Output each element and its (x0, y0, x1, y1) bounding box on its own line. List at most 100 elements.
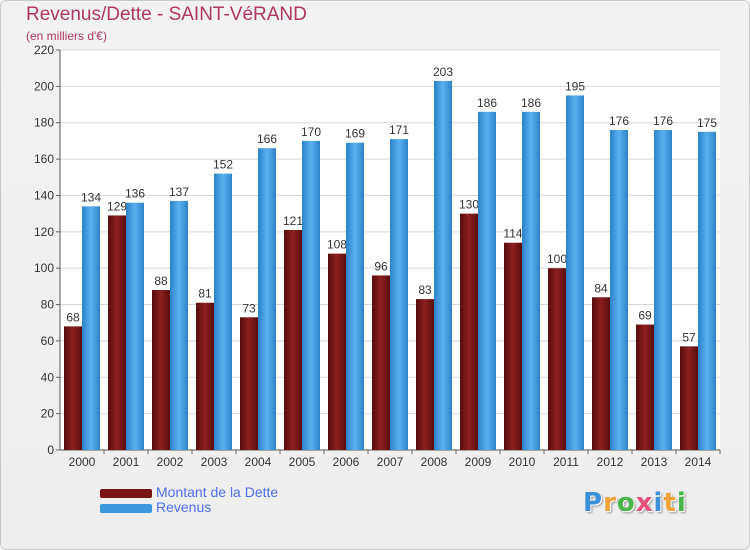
bar-dette (548, 268, 566, 450)
y-tick-label: 140 (34, 188, 54, 202)
x-tick-label: 2002 (157, 455, 184, 469)
logo-letter: x (635, 488, 654, 518)
bar-dette (372, 275, 390, 450)
x-tick-label: 2011 (553, 455, 579, 469)
bar-dette (240, 317, 258, 450)
data-label-dette: 130 (459, 198, 479, 212)
x-tick-label: 2014 (685, 455, 712, 469)
data-label-revenus: 137 (169, 185, 189, 199)
y-tick-label: 200 (34, 79, 54, 93)
bar-dette (636, 324, 654, 450)
bar-revenus (346, 142, 364, 450)
legend-item-dette: Montant de la Dette (100, 484, 400, 501)
data-label-revenus: 195 (565, 79, 585, 93)
legend: Montant de la Dette Revenus (100, 484, 400, 516)
bar-dette (108, 215, 126, 450)
legend-item-revenus: Revenus (100, 499, 400, 516)
bar-dette (152, 290, 170, 450)
x-tick-label: 2010 (509, 455, 536, 469)
bar-dette (328, 253, 346, 450)
chart-subtitle: (en milliers d'€) (26, 29, 107, 43)
bar-revenus (654, 130, 672, 450)
chart-title: Revenus/Dette - SAINT-VéRAND (26, 4, 307, 25)
x-tick-label: 2003 (201, 455, 228, 469)
y-tick-label: 160 (34, 152, 54, 166)
data-label-dette: 69 (638, 309, 652, 323)
x-tick-label: 2013 (641, 455, 668, 469)
y-tick-label: 0 (47, 443, 54, 457)
data-label-revenus: 170 (301, 125, 321, 139)
bar-revenus (214, 173, 232, 451)
bar-revenus (390, 139, 408, 450)
logo-letter: i (676, 488, 687, 518)
y-tick-label: 100 (34, 261, 54, 275)
legend-label-revenus: Revenus (156, 499, 212, 515)
x-tick-label: 2006 (333, 455, 360, 469)
data-label-revenus: 186 (477, 96, 497, 110)
x-tick-label: 2007 (377, 455, 404, 469)
data-label-revenus: 152 (213, 158, 233, 172)
y-tick-label: 180 (34, 116, 54, 130)
bar-revenus (82, 206, 100, 450)
x-tick-label: 2012 (597, 455, 624, 469)
legend-label-dette: Montant de la Dette (156, 484, 279, 500)
logo-letter: o (616, 488, 636, 518)
logo-letter: r (603, 488, 617, 518)
data-label-dette: 96 (374, 259, 388, 273)
data-label-revenus: 171 (389, 123, 409, 137)
data-label-revenus: 136 (125, 187, 145, 201)
bar-dette (196, 302, 214, 450)
bar-revenus (126, 202, 144, 450)
bar-dette (504, 242, 522, 450)
data-label-dette: 88 (154, 274, 168, 288)
x-tick-label: 2005 (289, 455, 316, 469)
data-label-revenus: 134 (81, 190, 101, 204)
bar-revenus (258, 148, 276, 450)
data-label-dette: 73 (242, 301, 256, 315)
data-label-dette: 129 (107, 199, 127, 213)
bar-revenus (478, 111, 496, 451)
logo-letter: i (653, 488, 664, 518)
data-label-dette: 100 (547, 252, 567, 266)
bar-dette (64, 326, 82, 450)
y-tick-label: 60 (41, 334, 55, 348)
x-tick-label: 2009 (465, 455, 492, 469)
data-label-revenus: 169 (345, 127, 365, 141)
y-tick-label: 20 (41, 407, 55, 421)
legend-swatch-revenus (100, 504, 152, 513)
data-label-revenus: 175 (697, 116, 717, 130)
bar-revenus (434, 80, 452, 450)
data-label-revenus: 186 (521, 96, 541, 110)
bar-dette (592, 297, 610, 450)
x-tick-label: 2004 (245, 455, 272, 469)
data-label-dette: 121 (283, 214, 303, 228)
bar-revenus (610, 130, 628, 450)
data-label-dette: 57 (682, 330, 696, 344)
bar-revenus (698, 131, 716, 450)
y-tick-label: 120 (34, 225, 54, 239)
data-label-revenus: 203 (433, 65, 453, 79)
bar-revenus (566, 95, 584, 451)
data-label-dette: 68 (66, 310, 80, 324)
data-label-revenus: 176 (609, 114, 629, 128)
proxiti-logo: Proxiti (583, 488, 687, 518)
bar-dette (460, 213, 478, 450)
data-label-dette: 108 (327, 238, 347, 252)
legend-swatch-dette (100, 489, 152, 498)
data-label-dette: 83 (418, 283, 432, 297)
logo-letter: t (663, 488, 677, 518)
x-tick-label: 2000 (69, 455, 96, 469)
bar-dette (680, 346, 698, 450)
x-tick-label: 2001 (113, 455, 140, 469)
bar-revenus (522, 111, 540, 451)
data-label-dette: 84 (594, 281, 608, 295)
y-tick-label: 80 (41, 298, 55, 312)
bar-dette (284, 230, 302, 450)
x-tick-label: 2008 (421, 455, 448, 469)
bar-dette (416, 299, 434, 450)
y-tick-label: 220 (34, 43, 54, 57)
y-tick-label: 40 (41, 370, 55, 384)
data-label-revenus: 176 (653, 114, 673, 128)
logo-letter: P (583, 488, 604, 518)
